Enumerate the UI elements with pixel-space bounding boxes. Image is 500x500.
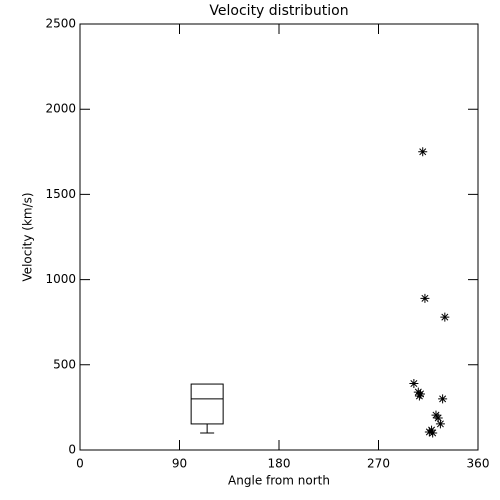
y-tick-label: 0 — [68, 443, 76, 457]
point — [424, 427, 434, 437]
box-whisker — [200, 423, 215, 434]
box — [190, 383, 224, 425]
plot-frame — [79, 23, 479, 451]
x-axis-label: Angle from north — [228, 474, 330, 488]
point — [433, 413, 443, 423]
point — [438, 394, 448, 404]
y-tick-label: 2500 — [45, 17, 76, 31]
y-tick-label: 1500 — [45, 187, 76, 201]
chart-title: Velocity distribution — [209, 3, 348, 19]
point — [409, 379, 419, 389]
x-tick-label: 360 — [467, 457, 490, 471]
point — [428, 428, 438, 438]
x-tick-label: 180 — [268, 457, 291, 471]
y-tick-label: 500 — [53, 357, 76, 371]
x-tick-label: 270 — [367, 457, 390, 471]
x-tick-label: 0 — [76, 457, 84, 471]
y-tick-label: 2000 — [45, 102, 76, 116]
point — [440, 312, 450, 322]
point — [418, 147, 428, 157]
point — [435, 419, 445, 429]
point — [420, 293, 430, 303]
point — [414, 391, 424, 401]
x-tick-label: 90 — [172, 457, 187, 471]
y-axis-label: Velocity (km/s) — [21, 192, 35, 281]
point — [416, 389, 426, 399]
y-tick-label: 1000 — [45, 272, 76, 286]
